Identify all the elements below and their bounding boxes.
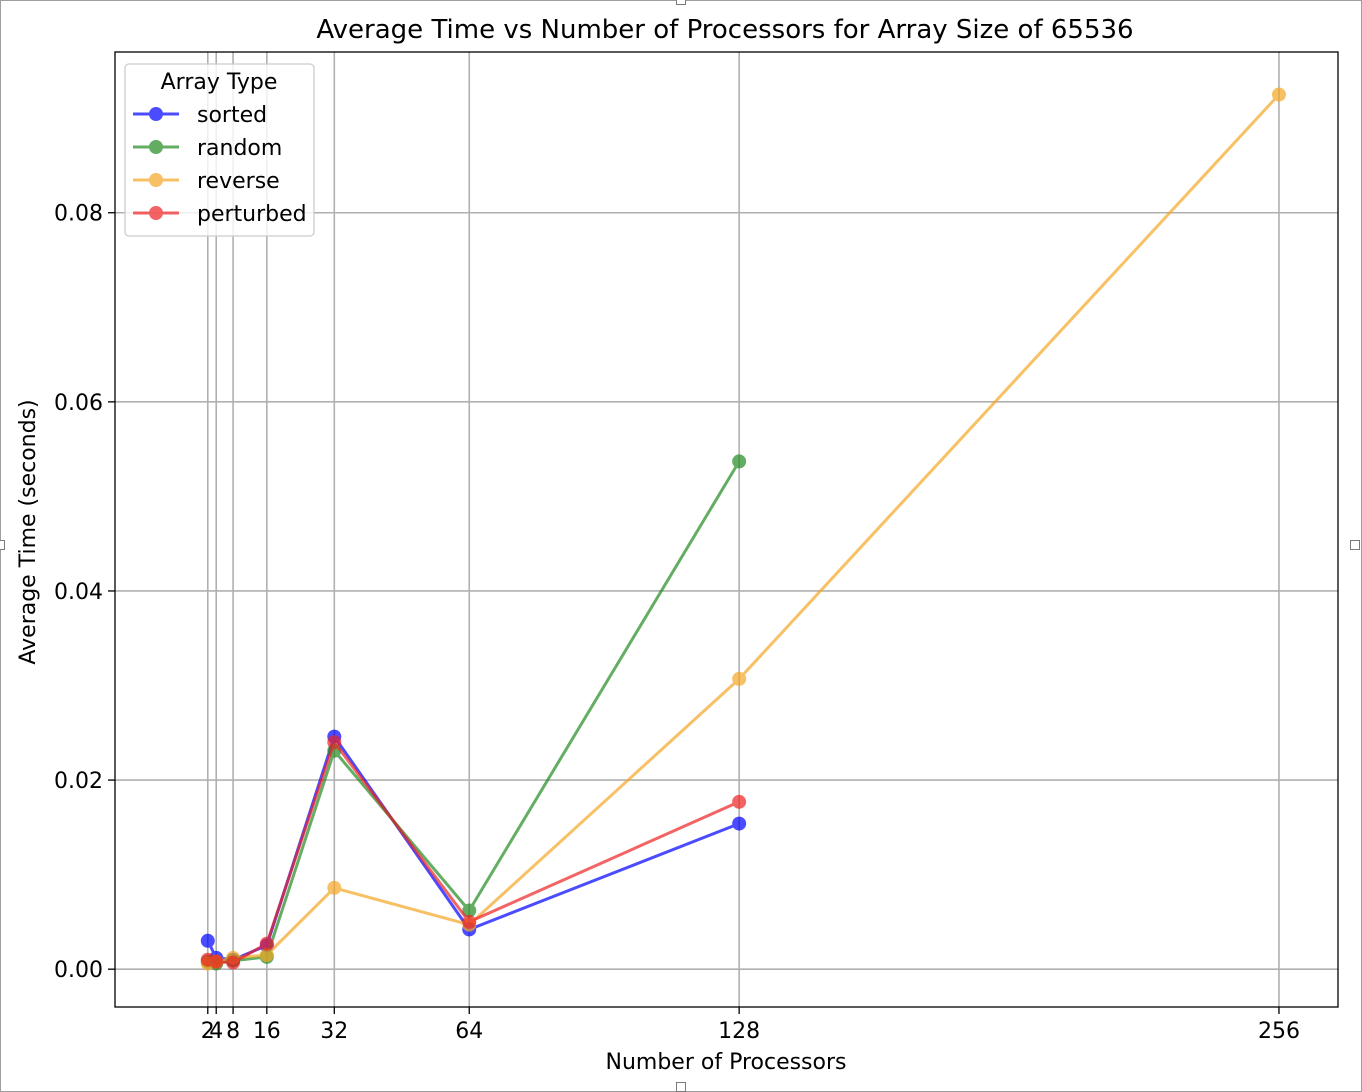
x-axis-ticks: 24 8 16 32 64 128 256: [201, 1007, 1300, 1044]
x-tick-label: 64: [455, 1019, 483, 1044]
data-point-reverse: [732, 671, 747, 686]
legend-marker: [149, 206, 163, 220]
data-point-perturbed: [226, 955, 241, 970]
plot-area-border: [114, 51, 1339, 1008]
y-axis-label: Average Time (seconds): [16, 399, 41, 664]
x-tick-label: 256: [1258, 1019, 1300, 1044]
legend-marker: [149, 107, 163, 121]
x-tick-label: 16: [253, 1019, 281, 1044]
legend-box: [124, 63, 315, 237]
data-point-random: [462, 903, 477, 918]
y-axis-ticks: 0.00 0.02 0.04 0.06 0.08: [54, 202, 115, 983]
legend-title: Array Type: [161, 70, 278, 95]
series-perturbed: [200, 735, 747, 970]
series-line-random: [207, 460, 741, 965]
x-tick-label: 8: [226, 1019, 240, 1044]
legend-entry-random: random: [133, 136, 282, 161]
data-point-perturbed: [209, 954, 224, 969]
y-tick-label: 0.04: [54, 580, 103, 605]
series-reverse: [200, 87, 1286, 971]
x-axis-label: Number of Processors: [606, 1050, 847, 1075]
data-point-reverse: [259, 947, 274, 962]
data-point-sorted: [732, 816, 747, 831]
data-point-perturbed: [462, 914, 477, 929]
x-tick-label: 32: [320, 1019, 348, 1044]
legend: Array Type sorted random reverse perturbed: [124, 63, 315, 237]
data-point-random: [732, 454, 747, 469]
legend-marker: [149, 173, 163, 187]
legend-marker: [149, 140, 163, 154]
legend-label: sorted: [197, 103, 267, 128]
y-tick-label: 0.08: [54, 202, 103, 227]
chart-title: Average Time vs Number of Processors for…: [316, 15, 1133, 45]
y-tick-label: 0.02: [54, 769, 103, 794]
data-point-reverse: [1271, 87, 1286, 102]
resize-handle-top[interactable]: [676, 0, 686, 5]
legend-entry-sorted: sorted: [133, 103, 267, 128]
legend-label: random: [197, 136, 282, 161]
series-line-reverse: [207, 93, 1281, 965]
data-point-reverse: [327, 880, 342, 895]
y-tick-label: 0.06: [54, 391, 103, 416]
resize-handle-right[interactable]: [1350, 540, 1360, 550]
data-point-perturbed: [327, 735, 342, 750]
legend-label: reverse: [197, 169, 280, 194]
x-tick-label: 2: [201, 1019, 215, 1044]
legend-label: perturbed: [197, 202, 307, 227]
x-tick-label: 4: [209, 1019, 223, 1044]
y-tick-label: 0.00: [54, 958, 103, 983]
x-tick-label: 128: [718, 1019, 760, 1044]
legend-entry-reverse: reverse: [133, 169, 280, 194]
legend-entry-perturbed: perturbed: [133, 202, 307, 227]
resize-handle-left[interactable]: [0, 540, 5, 550]
data-point-perturbed: [732, 794, 747, 809]
series-sorted: [200, 729, 747, 967]
data-point-perturbed: [259, 936, 274, 951]
series-layer: [200, 87, 1286, 971]
data-point-sorted: [200, 933, 215, 948]
